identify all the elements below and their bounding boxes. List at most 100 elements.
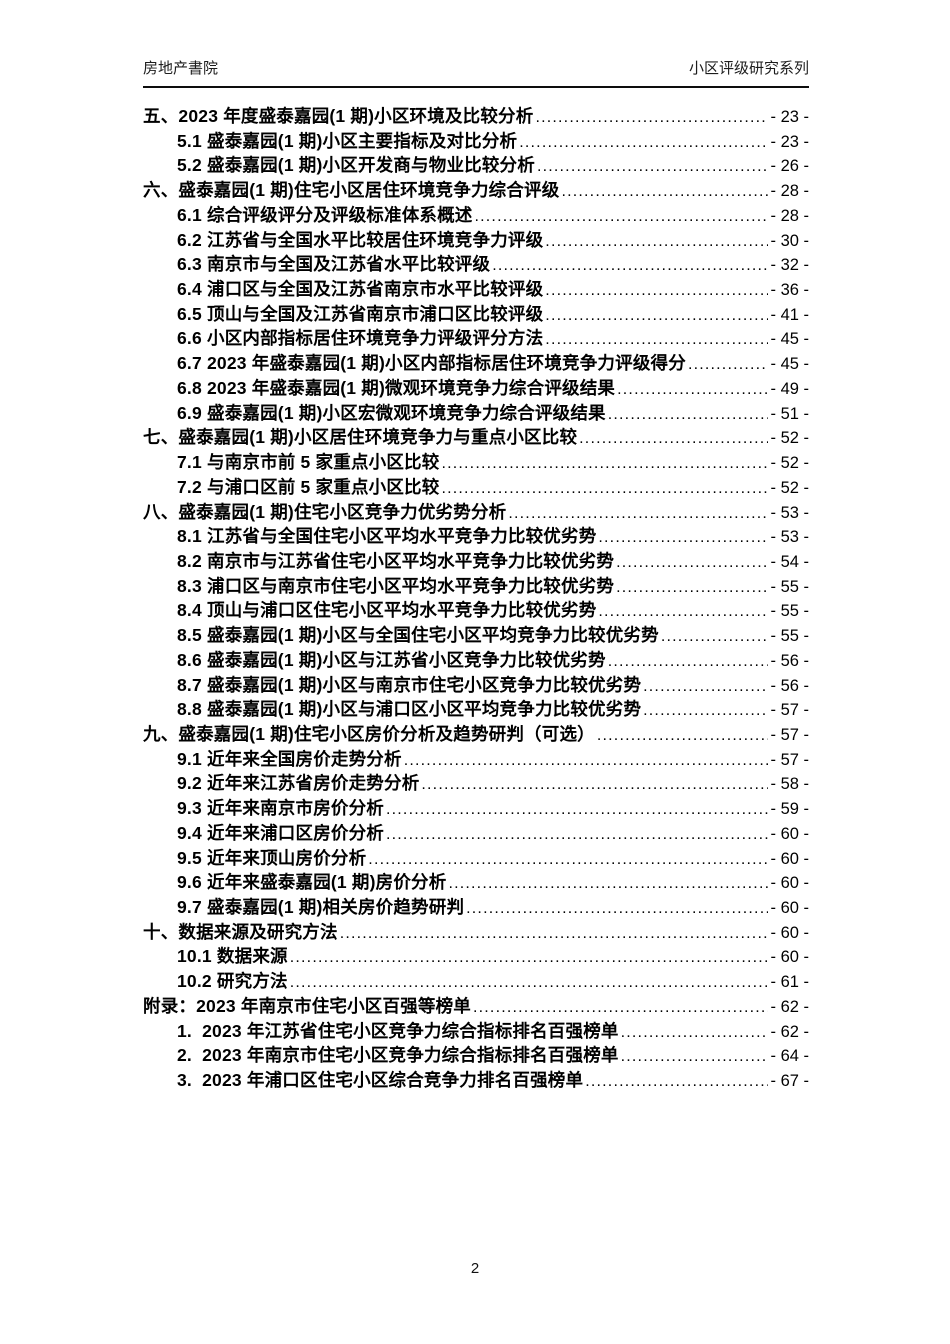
toc-entry-label: 十、数据来源及研究方法 [143, 921, 338, 942]
toc-entry-page: - 61 - [770, 973, 809, 992]
toc-entry[interactable]: 8.5 盛泰嘉园(1 期)小区与全国住宅小区平均竞争力比较优劣势 - 55 - [143, 623, 809, 648]
dot-leader [661, 625, 769, 648]
page-number: 2 [470, 1260, 480, 1277]
toc-entry[interactable]: 6.2 江苏省与全国水平比较居住环境竞争力评级 - 30 - [143, 228, 809, 253]
dot-leader [688, 353, 769, 376]
toc-entry-label: 9.5 近年来顶山房价分析 [177, 847, 367, 868]
dot-leader [386, 823, 768, 846]
toc-entry-label: 3. 2023 年浦口区住宅小区综合竞争力排名百强榜单 [177, 1070, 584, 1091]
toc-entry[interactable]: 9.7 盛泰嘉园(1 期)相关房价趋势研判 - 60 - [143, 895, 809, 920]
toc-entry[interactable]: 9.6 近年来盛泰嘉园(1 期)房价分析 - 60 - [143, 870, 809, 895]
toc-entry[interactable]: 6.6 小区内部指标居住环境竞争力评级评分方法 - 45 - [143, 326, 809, 351]
toc-entry[interactable]: 6.7 2023 年盛泰嘉园(1 期)小区内部指标居住环境竞争力评级得分 - 4… [143, 351, 809, 376]
dot-leader [616, 551, 768, 574]
toc-entry[interactable]: 七、盛泰嘉园(1 期)小区居住环境竞争力与重点小区比较 - 52 - [143, 425, 809, 450]
toc-entry-label: 5.1 盛泰嘉园(1 期)小区主要指标及对比分析 [177, 130, 518, 151]
toc-entry-label: 8.6 盛泰嘉园(1 期)小区与江苏省小区竞争力比较优劣势 [177, 649, 606, 670]
toc-entry-label: 9.3 近年来南京市房价分析 [177, 798, 384, 819]
toc-entry-label: 8.2 南京市与江苏省住宅小区平均水平竞争力比较优劣势 [177, 550, 615, 571]
toc-entry[interactable]: 8.6 盛泰嘉园(1 期)小区与江苏省小区竞争力比较优劣势 - 56 - [143, 648, 809, 673]
toc-entry-page: - 54 - [770, 552, 809, 571]
toc-entry-page: - 67 - [770, 1072, 809, 1091]
toc-entry[interactable]: 7.2 与浦口区前 5 家重点小区比较 - 52 - [143, 475, 809, 500]
toc-entry-label: 7.2 与浦口区前 5 家重点小区比较 [177, 476, 440, 497]
toc-entry-label: 2. 2023 年南京市住宅小区竞争力综合指标排名百强榜单 [177, 1045, 619, 1066]
toc-entry[interactable]: 九、盛泰嘉园(1 期)住宅小区房价分析及趋势研判（可选） - 57 - [143, 722, 809, 747]
toc-entry-page: - 60 - [770, 899, 809, 917]
toc-entry[interactable]: 8.2 南京市与江苏省住宅小区平均水平竞争力比较优劣势 - 54 - [143, 549, 809, 574]
dot-leader [598, 526, 768, 549]
toc-entry[interactable]: 9.3 近年来南京市房价分析 - 59 - [143, 796, 809, 821]
toc-entry-page: - 57 - [770, 725, 809, 744]
toc-entry-label: 10.2 研究方法 [177, 971, 288, 992]
toc-entry-page: - 23 - [770, 132, 809, 151]
toc-entry-page: - 60 - [770, 824, 809, 843]
toc-entry-page: - 49 - [770, 379, 809, 398]
dot-leader [545, 279, 768, 302]
toc-entry[interactable]: 6.9 盛泰嘉园(1 期)小区宏微观环境竞争力综合评级结果 - 51 - [143, 401, 809, 426]
toc-entry-page: - 58 - [770, 775, 809, 794]
header-rule [143, 86, 809, 89]
toc-entry[interactable]: 9.4 近年来浦口区房价分析 - 60 - [143, 821, 809, 846]
dot-leader [597, 724, 769, 747]
dot-leader [368, 848, 768, 871]
toc-entry-page: - 41 - [770, 305, 809, 324]
toc-entry[interactable]: 3. 2023 年浦口区住宅小区综合竞争力排名百强榜单 - 67 - [143, 1068, 809, 1093]
toc-entry-page: - 56 - [770, 676, 809, 695]
dot-leader [585, 1070, 768, 1093]
dot-leader [608, 403, 769, 426]
toc-entry-page: - 59 - [770, 800, 809, 819]
toc-entry[interactable]: 6.3 南京市与全国及江苏省水平比较评级 - 32 - [143, 252, 809, 277]
toc-entry-page: - 53 - [770, 503, 809, 522]
toc-entry[interactable]: 6.8 2023 年盛泰嘉园(1 期)微观环境竞争力综合评级结果 - 49 - [143, 376, 809, 401]
toc-entry[interactable]: 附录：2023 年南京市住宅小区百强等榜单 - 62 - [143, 994, 809, 1019]
toc-entry-label: 七、盛泰嘉园(1 期)小区居住环境竞争力与重点小区比较 [143, 427, 578, 448]
toc-entry[interactable]: 六、盛泰嘉园(1 期)住宅小区居住环境竞争力综合评级 - 28 - [143, 178, 809, 203]
document-header: 房地产書院 小区评级研究系列 [143, 58, 809, 80]
toc-entry[interactable]: 十、数据来源及研究方法 - 60 - [143, 920, 809, 945]
toc-entry-label: 6.4 浦口区与全国及江苏省南京市水平比较评级 [177, 279, 544, 300]
toc-entry[interactable]: 9.2 近年来江苏省房价走势分析 - 58 - [143, 771, 809, 796]
toc-entry[interactable]: 7.1 与南京市前 5 家重点小区比较 - 52 - [143, 450, 809, 475]
dot-leader [466, 897, 768, 920]
toc-entry[interactable]: 6.1 综合评级评分及评级标准体系概述 - 28 - [143, 203, 809, 228]
toc-entry-label: 6.6 小区内部指标居住环境竞争力评级评分方法 [177, 328, 544, 349]
toc-entry[interactable]: 9.1 近年来全国房价走势分析 - 57 - [143, 747, 809, 772]
toc-entry[interactable]: 八、盛泰嘉园(1 期)住宅小区竞争力优劣势分析 - 53 - [143, 500, 809, 525]
toc-entry[interactable]: 8.4 顶山与浦口区住宅小区平均水平竞争力比较优劣势 - 55 - [143, 598, 809, 623]
toc-entry-page: - 52 - [770, 454, 809, 473]
toc-entry[interactable]: 6.5 顶山与全国及江苏省南京市浦口区比较评级 - 41 - [143, 302, 809, 327]
dot-leader [643, 699, 768, 722]
toc-entry-label: 6.9 盛泰嘉园(1 期)小区宏微观环境竞争力综合评级结果 [177, 402, 606, 423]
toc-entry-label: 6.2 江苏省与全国水平比较居住环境竞争力评级 [177, 229, 544, 250]
toc-entry-label: 8.1 江苏省与全国住宅小区平均水平竞争力比较优劣势 [177, 526, 597, 547]
toc-entry-page: - 60 - [770, 948, 809, 967]
dot-leader [621, 1045, 769, 1068]
toc-entry-page: - 60 - [770, 849, 809, 868]
dot-leader [608, 650, 769, 673]
toc-entry-label: 5.2 盛泰嘉园(1 期)小区开发商与物业比较分析 [177, 155, 535, 176]
toc-entry[interactable]: 10.2 研究方法 - 61 - [143, 969, 809, 994]
toc-entry-label: 6.3 南京市与全国及江苏省水平比较评级 [177, 254, 491, 275]
toc-entry[interactable]: 2. 2023 年南京市住宅小区竞争力综合指标排名百强榜单 - 64 - [143, 1043, 809, 1068]
toc-entry-page: - 51 - [770, 404, 809, 423]
toc-entry-label: 6.8 2023 年盛泰嘉园(1 期)微观环境竞争力综合评级结果 [177, 377, 616, 398]
toc-entry-label: 8.3 浦口区与南京市住宅小区平均水平竞争力比较优劣势 [177, 575, 615, 596]
toc-entry[interactable]: 1. 2023 年江苏省住宅小区竞争力综合指标排名百强榜单 - 62 - [143, 1019, 809, 1044]
toc-entry[interactable]: 10.1 数据来源 - 60 - [143, 944, 809, 969]
toc-entry[interactable]: 8.8 盛泰嘉园(1 期)小区与浦口区小区平均竞争力比较优劣势 - 57 - [143, 697, 809, 722]
toc-entry[interactable]: 五、2023 年度盛泰嘉园(1 期)小区环境及比较分析 - 23 - [143, 104, 809, 129]
toc-entry[interactable]: 8.1 江苏省与全国住宅小区平均水平竞争力比较优劣势 - 53 - [143, 524, 809, 549]
toc-entry[interactable]: 8.7 盛泰嘉园(1 期)小区与南京市住宅小区竞争力比较优劣势 - 56 - [143, 673, 809, 698]
toc-entry[interactable]: 5.2 盛泰嘉园(1 期)小区开发商与物业比较分析 - 26 - [143, 153, 809, 178]
toc-entry[interactable]: 6.4 浦口区与全国及江苏省南京市水平比较评级 - 36 - [143, 277, 809, 302]
toc-entry[interactable]: 8.3 浦口区与南京市住宅小区平均水平竞争力比较优劣势 - 55 - [143, 574, 809, 599]
toc-entry-label: 9.4 近年来浦口区房价分析 [177, 822, 384, 843]
toc-entry-page: - 26 - [770, 157, 809, 176]
toc-entry[interactable]: 5.1 盛泰嘉园(1 期)小区主要指标及对比分析 - 23 - [143, 129, 809, 154]
dot-leader [621, 1021, 769, 1044]
toc-entry-label: 八、盛泰嘉园(1 期)住宅小区竞争力优劣势分析 [143, 501, 507, 522]
toc-entry[interactable]: 9.5 近年来顶山房价分析 - 60 - [143, 846, 809, 871]
dot-leader [404, 749, 769, 772]
dot-leader [598, 600, 768, 623]
